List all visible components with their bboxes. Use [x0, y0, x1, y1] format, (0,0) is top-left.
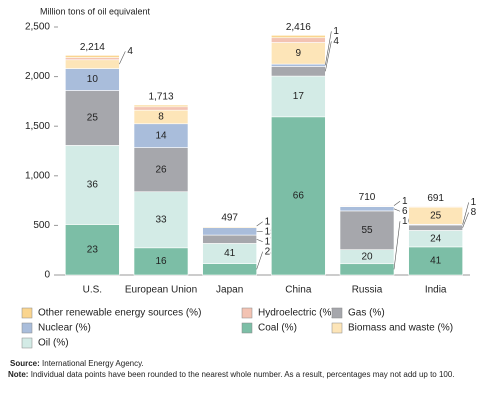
leader-line: [257, 239, 263, 241]
leader-line: [257, 252, 263, 270]
bar-segment: [134, 105, 188, 107]
x-tick-label: India: [425, 285, 447, 296]
data-label: 8: [471, 207, 477, 218]
y-tick-label: 2,000: [25, 71, 50, 82]
y-tick-label: 1,500: [25, 121, 50, 132]
data-label: 26: [155, 164, 167, 175]
legend-label: Oil (%): [38, 338, 69, 349]
data-label: 24: [430, 233, 442, 244]
legend-label: Nuclear (%): [38, 323, 91, 334]
leader-line: [394, 221, 400, 269]
bar-segment: [340, 264, 394, 275]
total-label: 2,416: [286, 22, 311, 33]
y-tick-label: 1,000: [25, 170, 50, 181]
bar-segment: [409, 225, 463, 230]
source-text: International Energy Agency.: [42, 359, 144, 368]
data-label: 25: [87, 113, 99, 124]
legend-swatch: [242, 323, 252, 333]
data-label: 41: [430, 256, 442, 267]
bar-segment: [203, 228, 257, 235]
note-label: Note:: [8, 370, 28, 379]
total-label: 497: [221, 212, 238, 223]
data-label: 33: [155, 214, 167, 225]
total-label: 710: [359, 192, 376, 203]
bar-segment: [203, 264, 257, 275]
data-label: 55: [361, 225, 373, 236]
source: Source: International Energy Agency.: [10, 359, 144, 368]
y-tick-label: 2,500: [25, 22, 50, 33]
legend-label: Biomass and waste (%): [348, 323, 453, 334]
source-label: Source:: [10, 359, 40, 368]
note-text: Individual data points have been rounded…: [31, 370, 455, 379]
x-tick-label: Russia: [352, 285, 383, 296]
x-tick-label: China: [285, 285, 312, 296]
leader-line: [394, 201, 400, 205]
data-label: 8: [158, 112, 164, 123]
data-label: 4: [333, 36, 339, 47]
data-label: 14: [155, 130, 167, 141]
bar-segment: [65, 55, 119, 57]
data-label: 16: [155, 256, 167, 267]
data-label: 9: [296, 48, 302, 59]
x-tick-label: U.S.: [83, 285, 102, 296]
bar-segment: [65, 58, 119, 60]
leader-line: [463, 212, 469, 227]
bar-segment: [134, 107, 188, 110]
bar-segment: [271, 66, 325, 76]
note-box: Note: Individual data points have been r…: [8, 370, 488, 398]
x-tick-label: Japan: [216, 285, 243, 296]
leader-line: [119, 51, 125, 64]
leader-line: [257, 222, 263, 226]
leader-line: [325, 31, 331, 65]
bar-segment: [271, 38, 325, 43]
data-label: 10: [87, 74, 99, 85]
legend-swatch: [22, 308, 32, 318]
legend-swatch: [22, 338, 32, 348]
bar-segment: [340, 205, 394, 206]
bar-segment: [271, 64, 325, 66]
y-tick-label: 0: [44, 270, 50, 281]
legend-swatch: [332, 323, 342, 333]
data-label: 4: [127, 46, 133, 57]
note: Note: Individual data points have been r…: [8, 370, 488, 380]
bar-segment: [340, 207, 394, 211]
bar-segment: [203, 235, 257, 243]
leader-line: [463, 202, 469, 224]
data-label: 20: [361, 251, 373, 262]
data-label: 23: [87, 244, 99, 255]
legend-swatch: [22, 323, 32, 333]
legend-label: Gas (%): [348, 308, 385, 319]
x-tick-label: European Union: [125, 285, 197, 296]
leader-line: [325, 41, 331, 71]
legend-swatch: [332, 308, 342, 318]
data-label: 41: [224, 248, 236, 259]
data-label: 66: [293, 191, 305, 202]
bar-segment: [65, 60, 119, 69]
y-tick-label: 500: [33, 220, 50, 231]
leader-line: [394, 209, 400, 211]
legend-label: Hydroelectric (%): [258, 308, 335, 319]
data-label: 17: [293, 91, 305, 102]
bar-segment: [271, 35, 325, 37]
total-label: 691: [427, 193, 444, 204]
legend-label: Other renewable energy sources (%): [38, 308, 201, 319]
bar-segment: [409, 206, 463, 207]
legend-swatch: [242, 308, 252, 318]
data-label: 25: [430, 210, 442, 221]
y-axis-title: Million tons of oil equivalent: [40, 6, 151, 16]
data-label: 36: [87, 180, 99, 191]
legend-label: Coal (%): [258, 323, 297, 334]
total-label: 2,214: [80, 42, 105, 53]
total-label: 1,713: [148, 92, 173, 103]
